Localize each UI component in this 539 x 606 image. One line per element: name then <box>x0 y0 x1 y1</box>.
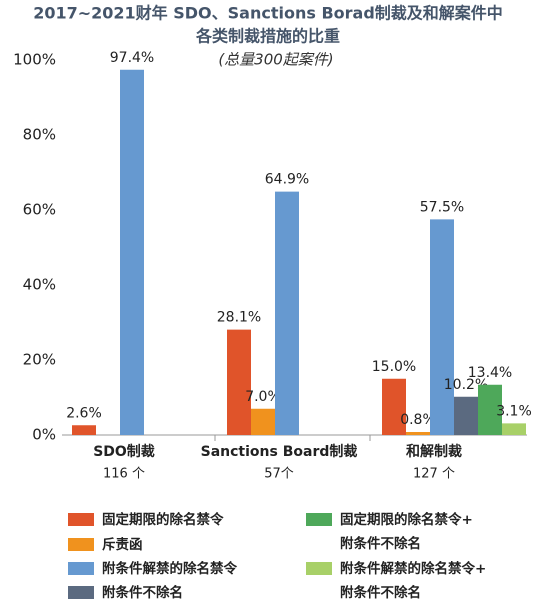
legend-entry: 固定期限的除名禁令 <box>68 508 224 532</box>
legend-swatch <box>68 538 94 551</box>
chart-title: 各类制裁措施的比重 <box>195 27 340 46</box>
y-tick-label: 80% <box>23 126 56 144</box>
chart-title: 2017~2021财年 SDO、Sanctions Borad制裁及和解案件中 <box>33 4 503 23</box>
legend-swatch <box>306 562 332 575</box>
legend-entry: 斥责函 <box>68 533 143 557</box>
chart-subtitle: (总量300起案件) <box>218 51 333 69</box>
category-count: 57个 <box>264 467 294 482</box>
bar <box>406 432 430 435</box>
value-label: 57.5% <box>420 199 464 215</box>
bar <box>251 408 275 435</box>
bar <box>275 191 299 435</box>
legend-label: 固定期限的除名禁令 <box>102 512 224 528</box>
x-tick-label: Sanctions Board制裁 <box>201 443 358 460</box>
x-tick-label: SDO制裁 <box>93 443 155 460</box>
y-tick-label: 60% <box>23 201 56 219</box>
legend-swatch <box>68 513 94 526</box>
bar <box>120 69 144 435</box>
legend-swatch <box>306 513 332 526</box>
value-label: 15.0% <box>372 359 416 375</box>
y-tick-label: 40% <box>23 276 56 294</box>
y-tick-label: 0% <box>32 426 56 444</box>
value-label: 10.2% <box>444 377 488 393</box>
y-tick-label: 20% <box>23 351 56 369</box>
legend-label: 附条件不除名 <box>102 585 183 601</box>
legend-entry: 附条件解禁的除名禁令+ 附条件不除名 <box>306 557 486 605</box>
value-label: 97.4% <box>110 50 154 66</box>
value-label: 28.1% <box>217 310 261 326</box>
bar <box>502 423 526 435</box>
legend-swatch <box>68 562 94 575</box>
bar <box>430 219 454 435</box>
x-tick-label: 和解制裁 <box>406 443 462 460</box>
bar <box>454 396 478 435</box>
value-label: 0.8% <box>400 412 436 428</box>
chart: 2017~2021财年 SDO、Sanctions Borad制裁及和解案件中 … <box>13 4 532 482</box>
value-label: 3.1% <box>496 403 532 419</box>
bar <box>72 425 96 435</box>
legend-entry: 附条件不除名 <box>68 581 183 605</box>
value-label: 64.9% <box>265 172 309 188</box>
value-label: 7.0% <box>245 389 281 405</box>
value-label: 13.4% <box>468 365 512 381</box>
legend-label: 固定期限的除名禁令+ 附条件不除名 <box>340 512 473 552</box>
bar <box>478 384 502 435</box>
category-count: 116 个 <box>103 467 145 482</box>
y-tick-label: 100% <box>13 51 56 69</box>
legend-swatch <box>68 586 94 599</box>
bar <box>382 378 406 435</box>
legend-label: 附条件解禁的除名禁令 <box>102 561 237 577</box>
value-label: 2.6% <box>66 405 102 421</box>
legend-label: 附条件解禁的除名禁令+ 附条件不除名 <box>340 561 487 601</box>
category-count: 127 个 <box>413 467 455 482</box>
legend-label: 斥责函 <box>102 537 143 553</box>
legend-entry: 附条件解禁的除名禁令 <box>68 557 237 581</box>
bar <box>227 329 251 435</box>
legend-entry: 固定期限的除名禁令+ 附条件不除名 <box>306 508 473 556</box>
